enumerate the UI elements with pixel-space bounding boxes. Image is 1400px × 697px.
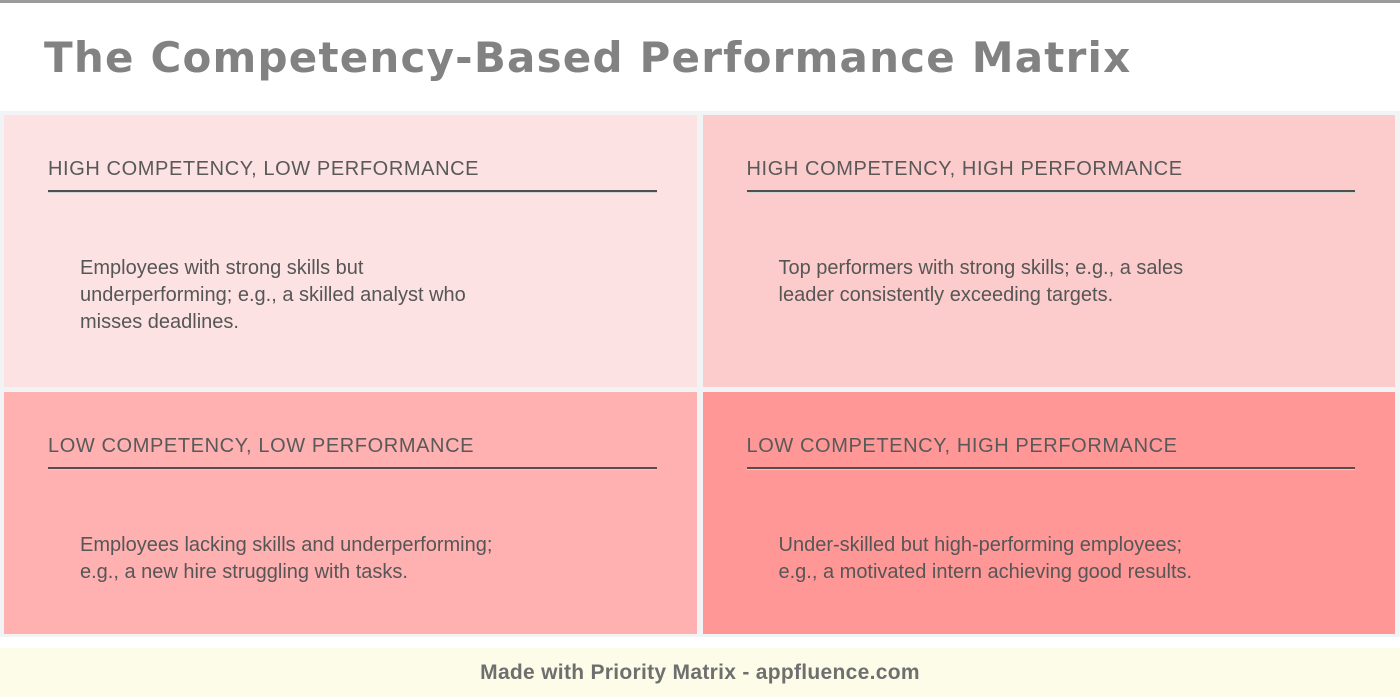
description-line: underperforming; e.g., a skilled analyst… <box>80 284 466 306</box>
description-line: Employees lacking skills and underperfor… <box>80 534 493 556</box>
quadrant-description: Employees lacking skills and underperfor… <box>80 532 661 586</box>
description-line: Under-skilled but high-performing employ… <box>778 534 1183 556</box>
quadrant-title: HIGH COMPETENCY, LOW PERFORMANCE <box>48 158 480 180</box>
footer-credit: Made with Priority Matrix - appfluence.c… <box>480 660 920 684</box>
quadrant-matrix: HIGH COMPETENCY, LOW PERFORMANCE Employe… <box>0 111 1400 637</box>
quadrant-description: Top performers with strong skills; e.g.,… <box>779 255 1360 309</box>
title-band: The Competency-Based Performance Matrix <box>0 3 1400 111</box>
quadrant-description: Under-skilled but high-performing employ… <box>779 532 1360 586</box>
header-underline <box>746 190 1355 193</box>
description-line: Employees with strong skills but <box>80 257 364 279</box>
quadrant-low-competency-low-performance: LOW COMPETENCY, LOW PERFORMANCE Employee… <box>4 392 697 634</box>
header-underline <box>746 467 1355 470</box>
header-underline <box>48 467 657 470</box>
quadrant-title: LOW COMPETENCY, LOW PERFORMANCE <box>48 435 475 457</box>
description-line: Top performers with strong skills; e.g.,… <box>778 257 1184 279</box>
footer-gap <box>0 637 1400 648</box>
page-title: The Competency-Based Performance Matrix <box>44 32 1132 82</box>
quadrant-title: HIGH COMPETENCY, HIGH PERFORMANCE <box>746 158 1183 180</box>
header-underline <box>48 190 657 193</box>
description-line: leader consistently exceeding targets. <box>778 284 1114 306</box>
quadrant-title: LOW COMPETENCY, HIGH PERFORMANCE <box>746 435 1178 457</box>
quadrant-high-competency-low-performance: HIGH COMPETENCY, LOW PERFORMANCE Employe… <box>4 115 697 387</box>
quadrant-low-competency-high-performance: LOW COMPETENCY, HIGH PERFORMANCE Under-s… <box>702 392 1395 634</box>
description-line: e.g., a new hire struggling with tasks. <box>80 561 408 583</box>
description-line: e.g., a motivated intern achieving good … <box>778 561 1193 583</box>
footer: Made with Priority Matrix - appfluence.c… <box>0 648 1400 697</box>
description-line: misses deadlines. <box>80 311 239 333</box>
quadrant-description: Employees with strong skills but underpe… <box>80 255 661 336</box>
quadrant-high-competency-high-performance: HIGH COMPETENCY, HIGH PERFORMANCE Top pe… <box>702 115 1395 387</box>
